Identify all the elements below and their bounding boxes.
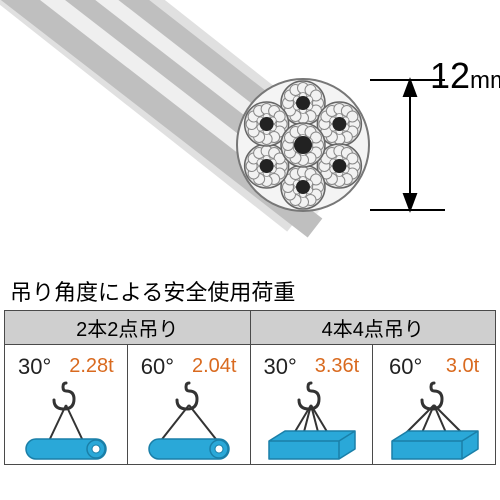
- wire-rope-svg: [0, 0, 500, 270]
- diameter-unit: mm: [470, 67, 500, 94]
- header-4pt: 4本4点吊り: [250, 311, 496, 345]
- load-label: 2.04t: [192, 355, 236, 378]
- load-cell: 30° 3.36t: [250, 345, 373, 465]
- load-cell: 30° 2.28t: [5, 345, 128, 465]
- load-cell: 60° 3.0t: [373, 345, 496, 465]
- diameter-label: 12mm: [430, 55, 500, 97]
- load-table-wrap: 2本2点吊り 4本4点吊り 30° 2.28t 60° 2.04t 30° 3.36t 60…: [4, 310, 496, 465]
- load-label: 2.28t: [69, 355, 113, 378]
- angle-label: 30°: [263, 354, 296, 380]
- sling-diagram: [251, 382, 373, 462]
- sling-diagram: [373, 382, 495, 462]
- angle-label: 30°: [18, 354, 51, 380]
- load-table: 2本2点吊り 4本4点吊り 30° 2.28t 60° 2.04t 30° 3.36t 60…: [4, 310, 496, 465]
- angle-label: 60°: [389, 354, 422, 380]
- header-2pt: 2本2点吊り: [5, 311, 251, 345]
- sling-diagram: [5, 382, 127, 462]
- load-label: 3.0t: [446, 355, 479, 378]
- wire-rope-section: 12mm: [0, 0, 500, 270]
- load-cell: 60° 2.04t: [127, 345, 250, 465]
- diameter-value: 12: [430, 55, 470, 96]
- sling-diagram: [128, 382, 250, 462]
- caption: 吊り角度による安全使用荷重: [10, 275, 295, 307]
- load-label: 3.36t: [315, 355, 359, 378]
- angle-label: 60°: [141, 354, 174, 380]
